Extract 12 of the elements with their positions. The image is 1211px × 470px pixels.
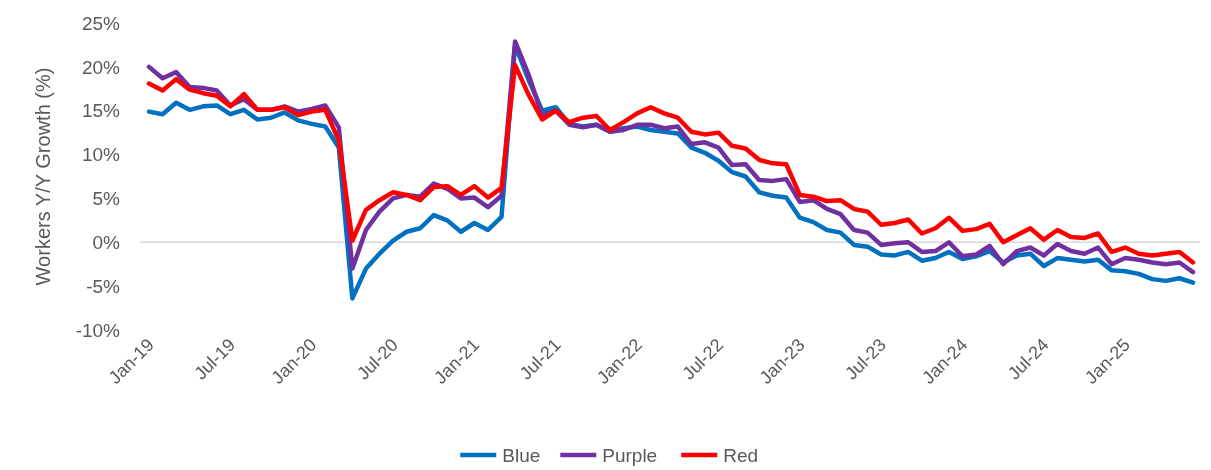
- y-tick-label: 20%: [81, 56, 121, 78]
- y-tick-label: 0%: [92, 231, 121, 253]
- y-tick-label: 25%: [81, 12, 121, 34]
- y-tick-label: 5%: [92, 188, 121, 210]
- legend-label: Blue: [502, 444, 541, 466]
- y-tick-label: 15%: [81, 100, 121, 122]
- legend-label: Purple: [602, 444, 658, 466]
- y-tick-label: 10%: [81, 144, 121, 166]
- y-tick-label: -5%: [86, 275, 121, 297]
- y-tick-label: -10%: [75, 319, 121, 341]
- y-axis-title: Workers Y/Y Growth (%): [32, 67, 54, 286]
- legend-label: Red: [723, 444, 759, 466]
